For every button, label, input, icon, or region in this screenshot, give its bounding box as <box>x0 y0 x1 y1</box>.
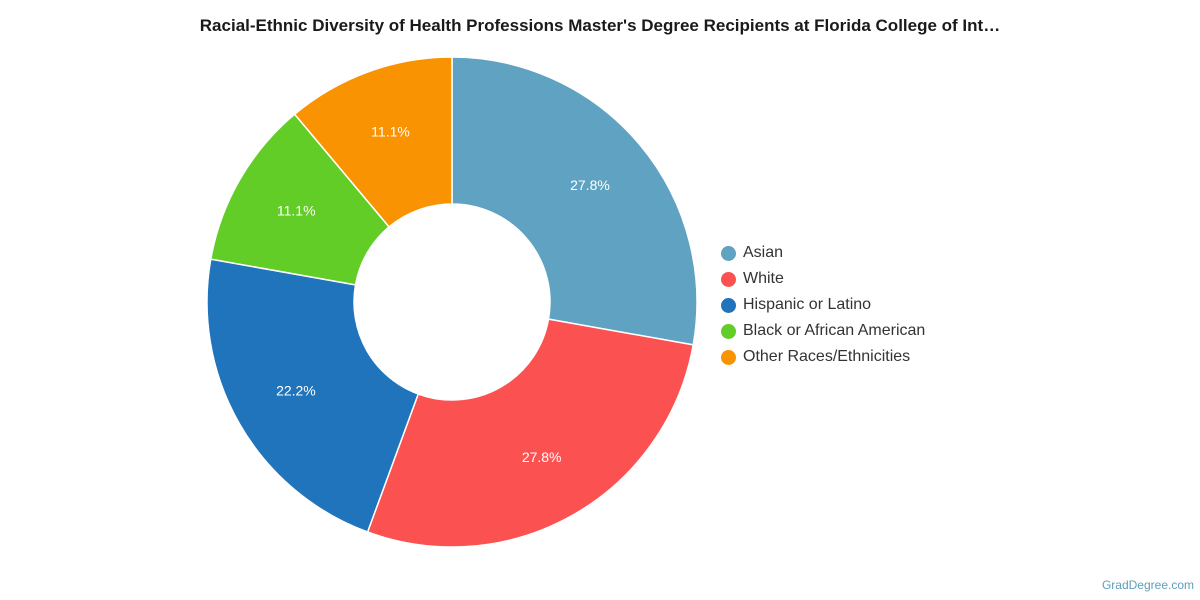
chart-title: Racial-Ethnic Diversity of Health Profes… <box>199 16 1001 35</box>
legend-item-black-or-african-american[interactable]: Black or African American <box>721 318 925 344</box>
legend-label: Hispanic or Latino <box>743 296 872 313</box>
legend-swatch <box>721 271 736 287</box>
pie-slice-asian <box>451 56 698 346</box>
pie-slice-black-or-african-american <box>209 113 391 286</box>
legend-item-hispanic-or-latino[interactable]: Hispanic or Latino <box>721 292 925 318</box>
pie-slice-other-races-ethnicities <box>293 56 453 228</box>
legend-swatch <box>721 297 736 313</box>
slice-label-hispanic-or-latino: 22.2% <box>276 382 316 398</box>
slice-label-black-or-african-american: 11.1% <box>277 203 316 219</box>
pie-slice-white <box>366 318 695 548</box>
legend-item-asian[interactable]: Asian <box>721 240 925 266</box>
legend-swatch <box>721 245 736 261</box>
source-credit: GradDegree.com <box>1101 578 1194 592</box>
slice-label-other-races-ethnicities: 11.1% <box>371 124 410 140</box>
legend-label: White <box>743 270 784 287</box>
legend-item-other-races-ethnicities[interactable]: Other Races/Ethnicities <box>721 344 925 370</box>
slice-label-asian: 27.8% <box>570 177 610 193</box>
legend-item-white[interactable]: White <box>721 266 925 292</box>
chart-legend: Asian White Hispanic or Latino Black or Afr… <box>721 240 925 370</box>
legend-label: Other Races/Ethnicities <box>743 348 911 365</box>
slice-label-white: 27.8% <box>522 449 562 465</box>
legend-label: Black or African American <box>743 322 926 339</box>
legend-label: Asian <box>743 244 784 261</box>
legend-swatch <box>721 323 736 339</box>
pie-slice-hispanic-or-latino <box>206 258 420 533</box>
legend-swatch <box>721 349 736 365</box>
